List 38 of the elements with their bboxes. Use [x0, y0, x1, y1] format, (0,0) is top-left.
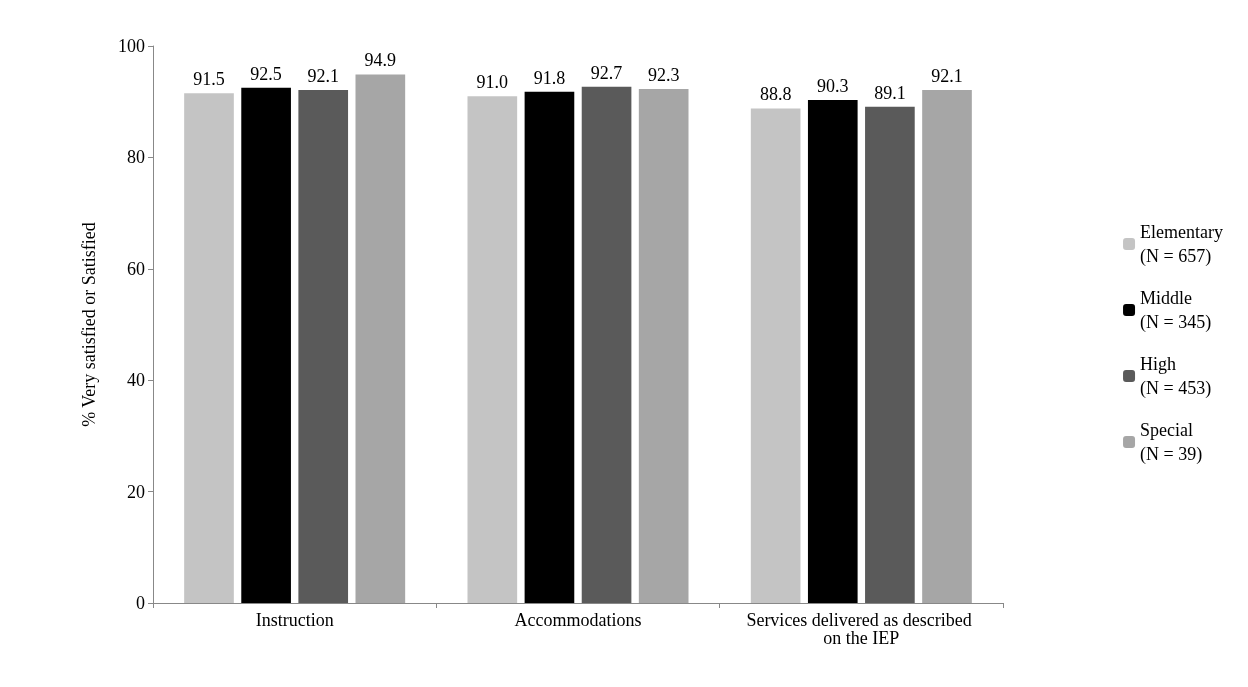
- bar: [241, 87, 291, 603]
- x-tick-label: Services delivered as described on the IEP: [746, 610, 977, 648]
- bar: [638, 88, 689, 603]
- x-tick-label: Accommodations: [514, 610, 642, 630]
- data-label: 92.3: [647, 64, 680, 85]
- data-label: 94.9: [364, 50, 397, 71]
- bar: [298, 90, 349, 603]
- y-tick-label: 100: [118, 36, 145, 56]
- y-tick-label: 80: [127, 147, 145, 168]
- bar: [184, 93, 234, 603]
- bar: [807, 100, 858, 603]
- y-tick-label: 40: [127, 370, 145, 391]
- data-label: 92.1: [931, 66, 963, 86]
- bar: [922, 90, 972, 603]
- data-label: 92.5: [250, 63, 282, 84]
- data-label: 88.8: [759, 84, 792, 105]
- data-label: 92.1: [307, 66, 339, 86]
- y-tick-label: 0: [136, 593, 145, 613]
- y-axis-title: % Very satisfied or Satisfied: [79, 222, 99, 427]
- data-label: 91.5: [193, 69, 225, 90]
- y-tick-label: 20: [127, 481, 145, 502]
- bar: [750, 108, 801, 603]
- legend-label: Elementary (N = 657): [1140, 222, 1224, 267]
- bar: [865, 106, 915, 603]
- bar: [581, 86, 632, 603]
- bar: [355, 74, 406, 603]
- data-label: 91.0: [476, 72, 509, 93]
- bar: [524, 91, 575, 603]
- legend-label: Special (N = 39): [1140, 420, 1203, 465]
- y-tick-label: 60: [127, 258, 145, 279]
- x-tick-label: Instruction: [255, 610, 334, 630]
- data-label: 91.8: [533, 67, 566, 88]
- data-label: 90.3: [817, 76, 849, 97]
- legend-label: Middle (N = 345): [1140, 288, 1212, 333]
- legend-label: High (N = 453): [1140, 354, 1212, 399]
- data-label: 89.1: [874, 82, 906, 103]
- bar: [467, 96, 518, 603]
- data-label: 92.7: [590, 62, 623, 83]
